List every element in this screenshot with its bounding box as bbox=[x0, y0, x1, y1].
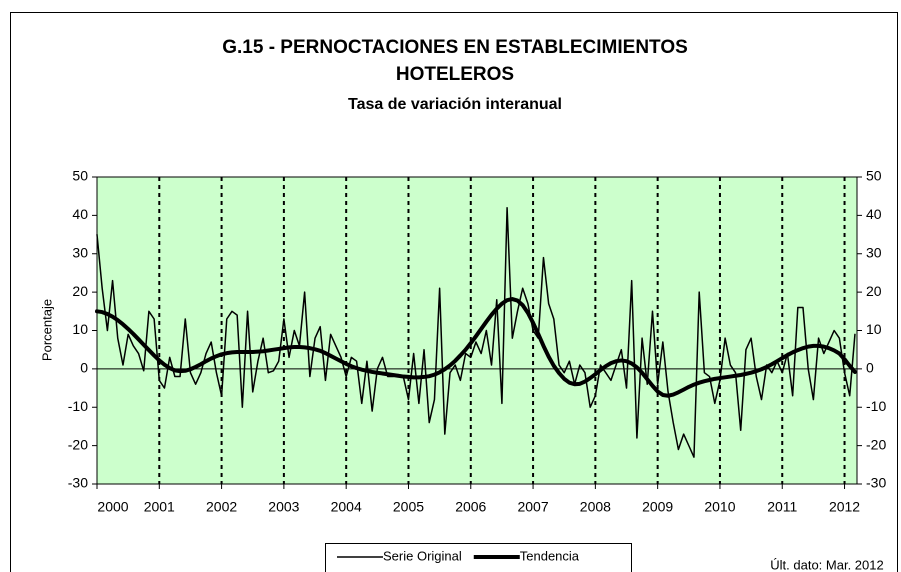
chart-title: G.15 - PERNOCTACIONES EN ESTABLECIMIENTO… bbox=[222, 37, 688, 58]
legend: Serie Original Tendencia bbox=[325, 543, 632, 572]
x-tick-label: 2000 bbox=[97, 499, 128, 515]
y-tick-label: -30 bbox=[68, 475, 88, 491]
y-axis-label: Porcentaje bbox=[39, 299, 54, 361]
x-tick-label: 2010 bbox=[704, 499, 735, 515]
y2-tick-label: 10 bbox=[866, 321, 882, 337]
y2-tick-label: 0 bbox=[866, 360, 874, 376]
x-tick-label: 2003 bbox=[268, 499, 299, 515]
legend-label: Serie Original bbox=[383, 548, 462, 563]
x-tick-label: 2006 bbox=[455, 499, 486, 515]
x-tick-label: 2001 bbox=[144, 499, 175, 515]
legend-label: Tendencia bbox=[520, 548, 580, 563]
series-line bbox=[95, 297, 857, 398]
plot-area bbox=[97, 177, 857, 484]
y-tick-label: 40 bbox=[72, 206, 88, 222]
chart-title: HOTELEROS bbox=[396, 64, 514, 85]
x-tick-label: 2004 bbox=[331, 499, 362, 515]
y-tick-label: 20 bbox=[72, 283, 88, 299]
annotation: Últ. dato: Mar. 2012 bbox=[770, 557, 883, 572]
plot-border bbox=[96, 176, 858, 485]
y-tick-label: 0 bbox=[80, 360, 88, 376]
y-tick-label: -10 bbox=[68, 398, 88, 414]
y2-tick-label: -20 bbox=[866, 436, 886, 452]
x-tick-label: 2012 bbox=[829, 499, 860, 515]
y2-tick-label: 30 bbox=[866, 244, 882, 260]
x-tick-label: 2007 bbox=[517, 499, 548, 515]
x-tick-label: 2009 bbox=[642, 499, 673, 515]
y2-tick-label: -30 bbox=[866, 475, 886, 491]
x-tick-label: 2005 bbox=[393, 499, 424, 515]
y-tick-label: 50 bbox=[72, 168, 88, 184]
y-tick-label: -20 bbox=[68, 436, 88, 452]
y2-tick-label: 50 bbox=[866, 168, 882, 184]
x-tick-label: 2002 bbox=[206, 499, 237, 515]
chart-subtitle: Tasa de variación interanual bbox=[348, 96, 562, 113]
x-tick-label: 2008 bbox=[580, 499, 611, 515]
y-tick-label: 10 bbox=[72, 321, 88, 337]
y-tick-label: 30 bbox=[72, 244, 88, 260]
y2-tick-label: 40 bbox=[866, 206, 882, 222]
series-line bbox=[96, 206, 856, 458]
y2-tick-label: -10 bbox=[866, 398, 886, 414]
x-tick-label: 2011 bbox=[767, 499, 797, 515]
y2-tick-label: 20 bbox=[866, 283, 882, 299]
